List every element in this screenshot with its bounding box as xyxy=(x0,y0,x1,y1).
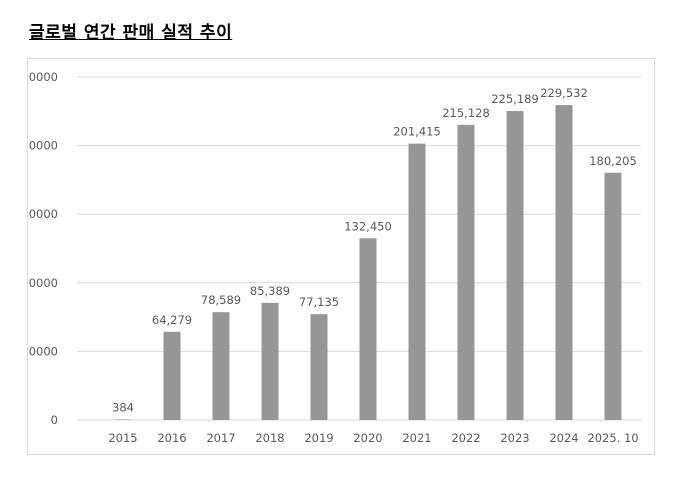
bar xyxy=(212,312,230,420)
data-label: 225,189 xyxy=(491,92,539,106)
x-tick-label: 2024 xyxy=(549,431,578,445)
bar xyxy=(408,143,426,420)
bar xyxy=(555,105,573,420)
data-label: 201,415 xyxy=(393,125,441,139)
y-tick-label: 0 xyxy=(51,413,58,427)
x-tick-label: 2023 xyxy=(500,431,529,445)
bar xyxy=(457,124,475,420)
data-label: 132,450 xyxy=(344,219,392,233)
chart-area: 0 50000 100000 150000 200000 250000 384 2015 64,… xyxy=(14,58,655,455)
data-label: 180,205 xyxy=(589,154,637,168)
y-tick-label: 200000 xyxy=(28,139,58,153)
y-tick-label: 50000 xyxy=(28,344,58,358)
data-label: 64,279 xyxy=(152,313,192,327)
y-tick-label: 100000 xyxy=(28,276,58,290)
bar xyxy=(359,238,377,420)
bar-chart: 0 50000 100000 150000 200000 250000 384 2015 64,… xyxy=(14,70,641,445)
data-label: 215,128 xyxy=(442,106,490,120)
x-tick-label: 2020 xyxy=(353,431,382,445)
chart-title: 글로벌 연간 판매 실적 추이 xyxy=(29,23,233,43)
x-tick-label: 2018 xyxy=(255,431,284,445)
bar xyxy=(261,302,279,420)
x-tick-label: 2021 xyxy=(402,431,431,445)
data-label: 229,532 xyxy=(540,86,588,100)
bar xyxy=(604,172,622,420)
x-tick-label: 2022 xyxy=(451,431,480,445)
data-label: 77,135 xyxy=(299,295,339,309)
bar xyxy=(310,314,328,420)
bar xyxy=(506,111,524,420)
y-tick-label: 250000 xyxy=(28,70,58,84)
bar xyxy=(114,419,132,420)
y-tick-label: 150000 xyxy=(28,207,58,221)
bar xyxy=(163,331,181,420)
x-tick-label: 2019 xyxy=(304,431,333,445)
data-label: 384 xyxy=(112,400,134,414)
x-tick-label: 2025. 10 xyxy=(587,431,638,445)
x-tick-label: 2015 xyxy=(108,431,137,445)
x-tick-label: 2017 xyxy=(206,431,235,445)
data-label: 85,389 xyxy=(250,284,290,298)
x-tick-label: 2016 xyxy=(157,431,186,445)
data-label: 78,589 xyxy=(201,293,241,307)
